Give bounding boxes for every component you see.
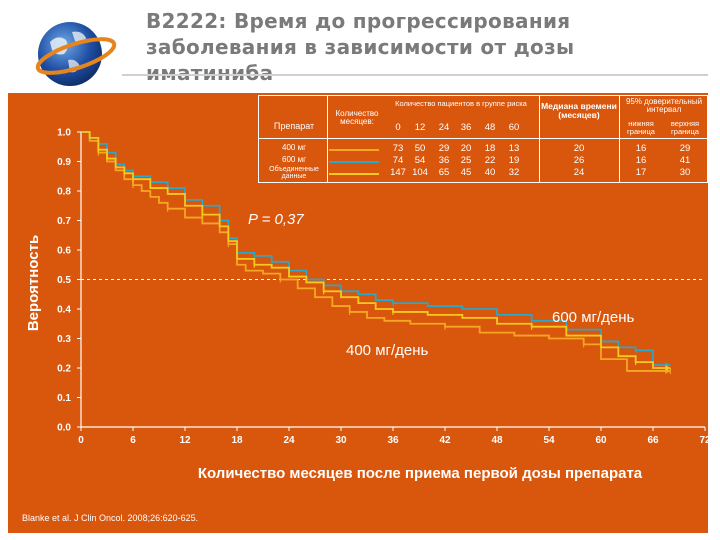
globe-logo-icon (35, 22, 117, 86)
table-cell: 18 (484, 143, 496, 154)
table-cell: 22 (484, 155, 496, 166)
x-tick-label: 24 (283, 435, 295, 446)
x-tick-label: 36 (387, 435, 399, 446)
risk-table: Препарат Количество месяцев: Количество … (258, 95, 708, 183)
km-chart: 0 6 12 18 24 30 36 42 48 54 60 66 72 0.0 0.1 0.2 0.3 0.4 0… (25, 128, 708, 483)
citation: Blanke et al. J Clin Oncol. 2008;26:620-… (22, 513, 199, 523)
y-tick-label: 0.5 (57, 275, 71, 286)
y-tick-label: 0.6 (57, 246, 71, 257)
series-label-600: 600 мг/день (552, 309, 635, 326)
table-cell-ci-low: 17 (635, 167, 647, 178)
y-tick-label: 0.0 (57, 423, 71, 434)
table-cell-ci-high: 29 (679, 143, 691, 154)
y-tick-label: 1.0 (57, 128, 71, 139)
table-drug-label: 400 мг (282, 143, 306, 152)
table-header-ci-high: верхняя граница (670, 119, 700, 136)
table-header-median: Медиана времени (месяцев) (541, 101, 617, 120)
table-header-ci: 95% доверительный интервал (625, 97, 703, 115)
title-divider (122, 74, 708, 76)
x-tick-label: 72 (699, 435, 708, 446)
table-cell: 65 (438, 167, 450, 178)
table-header-risk: Количество пациентов в группе риска (395, 99, 527, 108)
table-cell: 19 (508, 155, 520, 166)
table-month: 0 (395, 122, 401, 133)
table-cell-ci-low: 16 (635, 155, 647, 166)
y-axis-title: Вероятность (25, 235, 42, 331)
table-series-swatch (329, 161, 379, 163)
p-value-label: P = 0,37 (248, 211, 304, 228)
y-tick-label: 0.3 (57, 334, 71, 345)
x-tick-label: 18 (231, 435, 243, 446)
table-month: 60 (508, 122, 520, 133)
table-cell: 74 (392, 155, 404, 166)
x-tick-label: 0 (78, 435, 84, 446)
table-cell-median: 20 (573, 143, 585, 154)
table-header-ci-low: нижняя граница (627, 119, 655, 136)
table-cell: 147 (390, 167, 406, 178)
x-tick-label: 60 (595, 435, 607, 446)
table-month: 24 (438, 122, 450, 133)
x-tick-label: 66 (647, 435, 659, 446)
y-tick-label: 0.4 (57, 305, 71, 316)
table-month: 36 (460, 122, 472, 133)
x-tick-label: 42 (439, 435, 451, 446)
table-month: 48 (484, 122, 496, 133)
table-drug-label: Объединенные данные (269, 166, 319, 181)
series-label-400: 400 мг/день (346, 342, 429, 359)
table-drug-label: 600 мг (282, 155, 306, 164)
y-tick-label: 0.8 (57, 187, 71, 198)
x-tick-label: 6 (130, 435, 136, 446)
table-cell: 29 (438, 143, 450, 154)
table-cell: 40 (484, 167, 496, 178)
slide-title: B2222: Время до прогрессирования заболев… (146, 9, 575, 85)
table-cell-median: 26 (573, 155, 585, 166)
table-cell: 36 (438, 155, 450, 166)
y-tick-label: 0.1 (57, 393, 71, 404)
x-tick-label: 30 (335, 435, 347, 446)
table-cell-ci-high: 41 (679, 155, 691, 166)
table-series-swatch (329, 173, 379, 175)
table-series-swatch (329, 149, 379, 151)
series-line (81, 131, 671, 366)
table-month: 12 (414, 122, 426, 133)
table-cell: 32 (508, 167, 520, 178)
x-tick-label: 48 (491, 435, 503, 446)
table-cell-median: 24 (573, 167, 585, 178)
table-cell-ci-high: 30 (679, 167, 691, 178)
table-cell: 45 (460, 167, 472, 178)
y-tick-label: 0.7 (57, 216, 71, 227)
series-end-arrow (665, 365, 671, 371)
y-tick-label: 0.2 (57, 364, 71, 375)
series-line (81, 131, 671, 369)
table-cell: 73 (392, 143, 404, 154)
table-header-drug: Препарат (273, 121, 315, 131)
table-cell: 104 (412, 167, 428, 178)
y-tick-label: 0.9 (57, 157, 71, 168)
table-cell-ci-low: 16 (635, 143, 647, 154)
x-axis-title: Количество месяцев после приема первой д… (198, 465, 643, 482)
table-cell: 54 (414, 155, 426, 166)
x-tick-label: 12 (179, 435, 191, 446)
table-header-count: Количество месяцев: (335, 109, 379, 127)
chart-panel: 0 6 12 18 24 30 36 42 48 54 60 66 72 0.0 0.1 0.2 0.3 0.4 0… (8, 93, 708, 533)
table-cell: 20 (460, 143, 472, 154)
table-cell: 50 (414, 143, 426, 154)
table-cell: 25 (460, 155, 472, 166)
x-tick-label: 54 (543, 435, 555, 446)
table-cell: 13 (508, 143, 520, 154)
